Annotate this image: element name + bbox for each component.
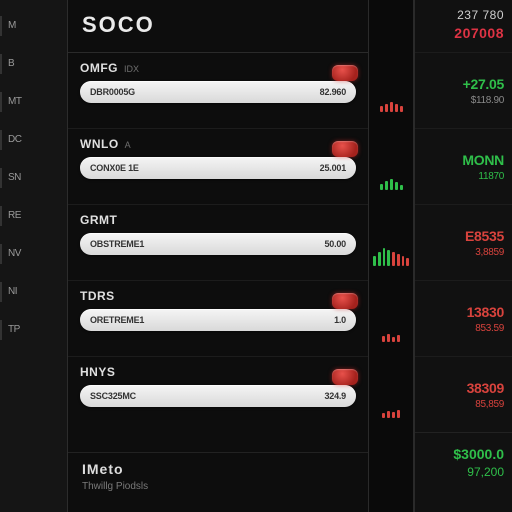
alert-badge-icon [332, 369, 358, 385]
volume-bars-icon [373, 90, 409, 112]
pill-label: SSC325MC [90, 391, 136, 401]
price-main: E8535 [465, 228, 504, 244]
alert-badge-icon [332, 141, 358, 157]
price-sub: 3,8859 [475, 247, 504, 258]
sidebar-item[interactable]: DC [0, 130, 67, 150]
sidebar-item[interactable]: MT [0, 92, 67, 112]
price-sub: 85,859 [475, 399, 504, 410]
price-cell[interactable]: 13830 853.59 [415, 280, 512, 356]
asset-sub: IDX [124, 64, 139, 74]
watchlist-sidebar: M B MT DC SN RE NV NI TP [0, 0, 68, 512]
price-cell[interactable]: MONN 11870 [415, 128, 512, 204]
asset-pill[interactable]: CONX0E 1E 25.001 [80, 157, 356, 179]
asset-symbol: WNLO [80, 137, 119, 151]
page-title: SOCO [82, 12, 155, 38]
asset-row[interactable]: HNYS SSC325MC 324.9 [68, 356, 368, 432]
asset-symbol: HNYS [80, 365, 115, 379]
sidebar-item[interactable]: NI [0, 282, 67, 302]
trading-dashboard: M B MT DC SN RE NV NI TP SOCO OMFG IDX D… [0, 0, 512, 512]
asset-pill[interactable]: ORETREME1 1.0 [80, 309, 356, 331]
pill-value: 50.00 [324, 239, 346, 249]
main-panel: SOCO OMFG IDX DBR0005G 82.960 WNLO A [68, 0, 368, 512]
asset-symbol: OMFG [80, 61, 118, 75]
footer-price-b: 97,200 [467, 465, 504, 479]
asset-row[interactable]: WNLO A CONX0E 1E 25.001 [68, 128, 368, 204]
price-footer: $3000.0 97,200 [415, 432, 512, 492]
asset-symbol: GRMT [80, 213, 117, 227]
pill-label: CONX0E 1E [90, 163, 139, 173]
sidebar-item[interactable]: RE [0, 206, 67, 226]
price-main: 13830 [467, 304, 504, 320]
sidebar-item[interactable]: B [0, 54, 67, 74]
asset-row[interactable]: OMFG IDX DBR0005G 82.960 [68, 52, 368, 128]
asset-list: OMFG IDX DBR0005G 82.960 WNLO A CONX0E 1… [68, 52, 368, 452]
asset-symbol: TDRS [80, 289, 115, 303]
asset-row[interactable]: GRMT OBSTREME1 50.00 [68, 204, 368, 280]
header-value-2: 207008 [454, 25, 504, 41]
footer-sub: Thwillg Piodsls [82, 481, 354, 492]
volume-bars-icon [373, 320, 409, 342]
volume-bars-icon [373, 244, 409, 266]
asset-pill[interactable]: SSC325MC 324.9 [80, 385, 356, 407]
pill-label: OBSTREME1 [90, 239, 144, 249]
footer: IMeto Thwillg Piodsls [68, 452, 368, 512]
price-sub: 853.59 [475, 323, 504, 334]
volume-bars-column [368, 0, 414, 512]
pill-value: 324.9 [324, 391, 346, 401]
price-sub: 11870 [478, 171, 504, 182]
asset-sub: A [125, 140, 131, 150]
price-main: +27.05 [463, 76, 504, 92]
pill-label: ORETREME1 [90, 315, 144, 325]
price-cell[interactable]: +27.05 $118.90 [415, 52, 512, 128]
main-header: SOCO [68, 0, 368, 52]
footer-title: IMeto [82, 461, 354, 477]
sidebar-item[interactable]: TP [0, 320, 67, 340]
price-main: 38309 [467, 380, 504, 396]
pill-value: 1.0 [334, 315, 346, 325]
price-column: 237 780 207008 +27.05 $118.90 MONN 11870… [414, 0, 512, 512]
asset-pill[interactable]: DBR0005G 82.960 [80, 81, 356, 103]
price-main: MONN [462, 152, 504, 168]
price-cell[interactable]: 38309 85,859 [415, 356, 512, 432]
volume-bars-icon [373, 168, 409, 190]
alert-badge-icon [332, 65, 358, 81]
pill-value: 25.001 [320, 163, 346, 173]
pill-value: 82.960 [320, 87, 346, 97]
asset-row[interactable]: TDRS ORETREME1 1.0 [68, 280, 368, 356]
header-value-1: 237 780 [457, 8, 504, 22]
footer-price-a: $3000.0 [453, 446, 504, 462]
price-cell[interactable]: E8535 3,8859 [415, 204, 512, 280]
price-sub: $118.90 [471, 95, 504, 106]
price-header: 237 780 207008 [415, 0, 512, 52]
volume-bars-icon [373, 396, 409, 418]
asset-pill[interactable]: OBSTREME1 50.00 [80, 233, 356, 255]
sidebar-item[interactable]: NV [0, 244, 67, 264]
sidebar-item[interactable]: SN [0, 168, 67, 188]
alert-badge-icon [332, 293, 358, 309]
pill-label: DBR0005G [90, 87, 135, 97]
sidebar-item[interactable]: M [0, 16, 67, 36]
